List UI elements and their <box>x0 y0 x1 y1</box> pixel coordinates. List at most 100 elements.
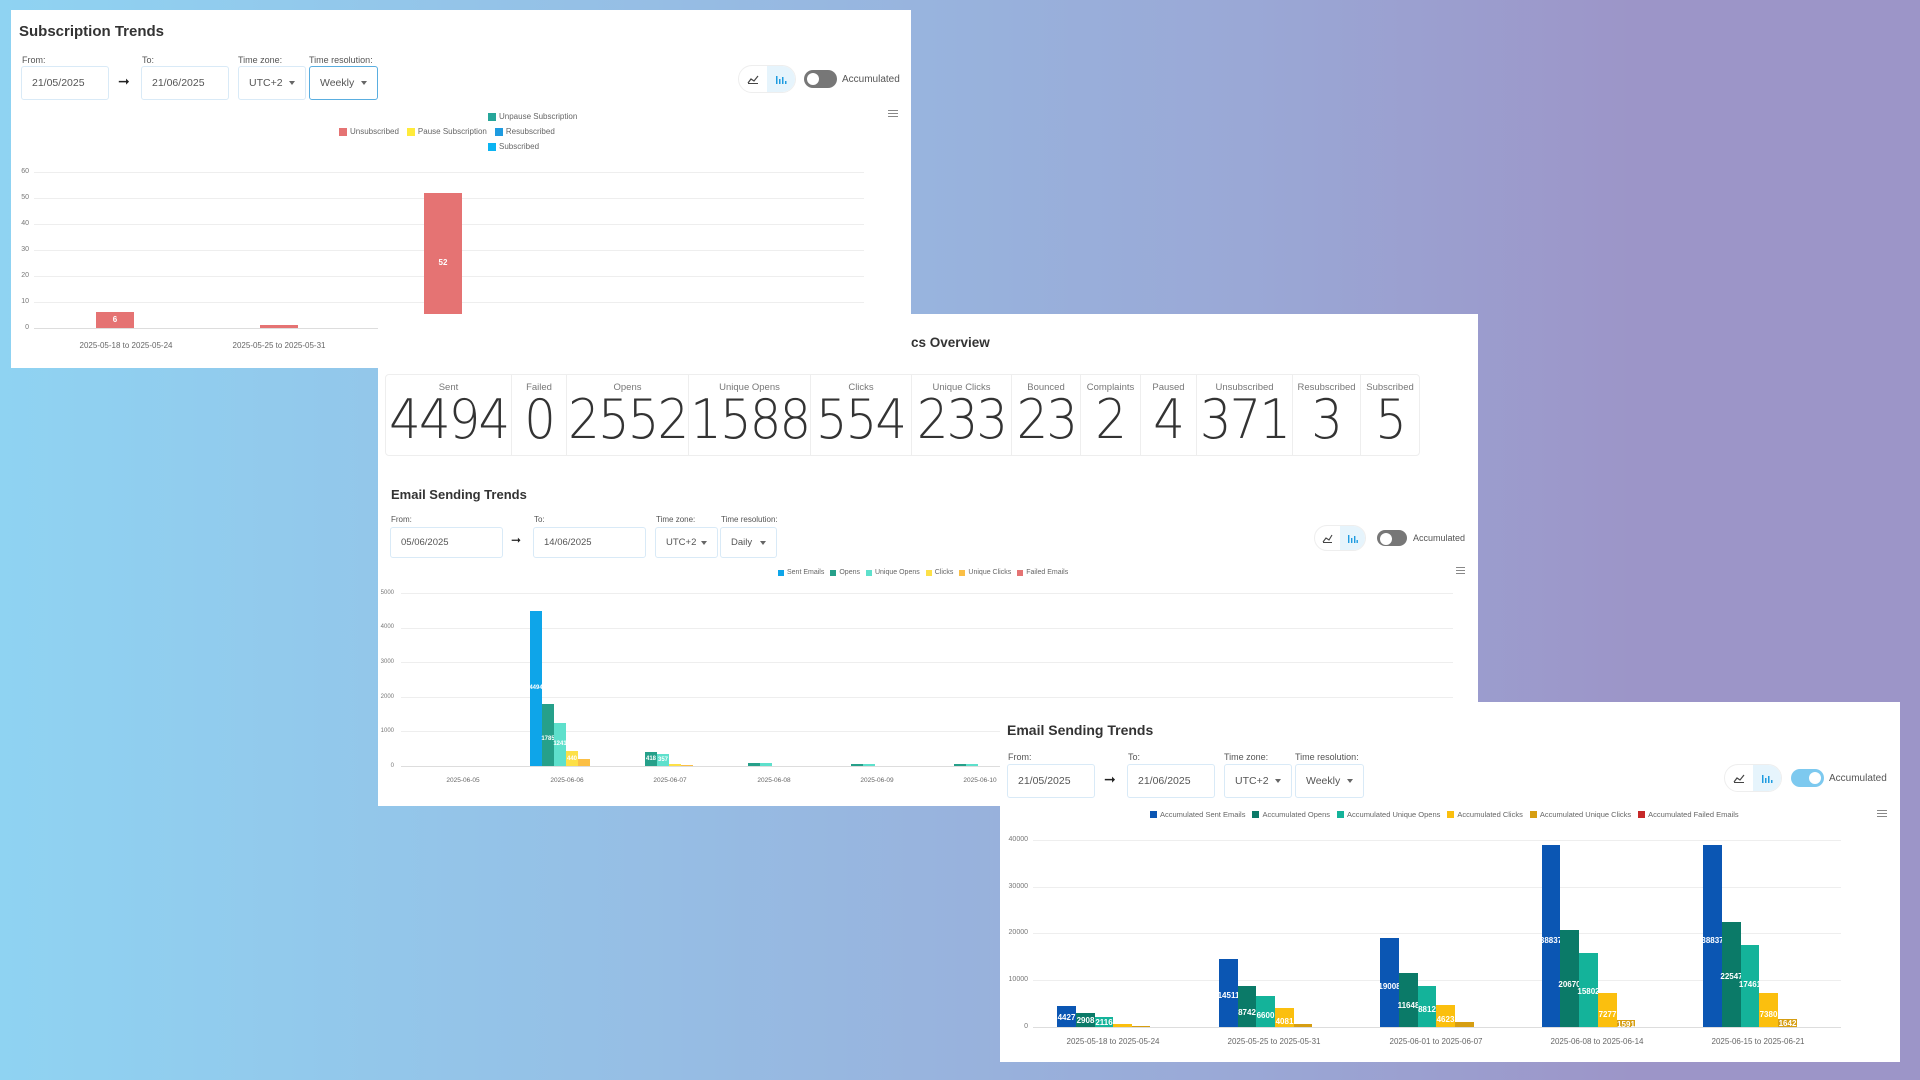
bar-acc-unique-clicks[interactable] <box>1132 1026 1150 1027</box>
legend-item[interactable]: Accumulated Sent Emails <box>1150 810 1245 819</box>
line-chart-button[interactable] <box>739 66 767 92</box>
bar-acc-unique-clicks[interactable] <box>1294 1024 1312 1027</box>
bar-acc-sent[interactable]: 38837 <box>1540 845 1562 1027</box>
stat-unique-opens: Unique Opens 1588 <box>689 375 811 455</box>
bar-acc-clicks[interactable]: 7380 <box>1759 993 1778 1027</box>
timezone-select[interactable]: UTC+2 <box>1224 764 1292 798</box>
bar-opens[interactable] <box>851 764 863 766</box>
line-chart-button[interactable] <box>1315 526 1340 550</box>
legend-item[interactable]: Unpause Subscription <box>488 112 577 121</box>
chart-menu-icon[interactable] <box>1456 567 1465 574</box>
accumulated-sending-bar-chart: 40000 30000 20000 10000 0 4427 2908 2116… <box>1000 835 1900 1055</box>
timezone-select[interactable]: UTC+2 <box>238 66 306 100</box>
legend-item[interactable]: Unique Opens <box>865 569 920 576</box>
bar-acc-unique-opens[interactable]: 2116 <box>1095 1017 1113 1027</box>
bar-unsubscribed[interactable]: 52 <box>424 193 462 328</box>
bar-unique-opens[interactable]: 1241 <box>553 723 567 766</box>
legend-item[interactable]: Sent Emails <box>778 569 824 576</box>
chevron-down-icon <box>289 81 295 85</box>
bar-unique-clicks[interactable] <box>681 765 693 766</box>
bar-acc-sent[interactable]: 4427 <box>1057 1006 1076 1027</box>
accumulated-toggle[interactable] <box>1377 530 1407 546</box>
from-date-input[interactable]: 21/05/2025 <box>21 66 109 100</box>
bar-acc-opens[interactable]: 20670 <box>1558 930 1581 1027</box>
bar-unsubscribed[interactable]: 6 <box>96 312 134 328</box>
stat-paused: Paused 4 <box>1141 375 1197 455</box>
daily-sending-bar-chart: 5000 4000 3000 2000 1000 0 4494 1785 124… <box>378 590 1478 800</box>
timezone-value: UTC+2 <box>249 77 283 89</box>
chart-legend: Sent Emails Opens Unique Opens Clicks Un… <box>778 569 1068 576</box>
legend-item[interactable]: Clicks <box>925 569 953 576</box>
bar-unique-opens[interactable] <box>966 764 978 766</box>
accumulated-toggle[interactable] <box>1791 769 1824 787</box>
bar-opens[interactable]: 418 <box>645 752 657 766</box>
legend-item[interactable]: Resubscribed <box>494 127 555 136</box>
timezone-select[interactable]: UTC+2 <box>655 527 718 558</box>
bar-acc-clicks[interactable]: 7277 <box>1598 993 1617 1027</box>
arrow-right-icon: ➞ <box>1104 771 1116 787</box>
to-label: To: <box>534 515 545 524</box>
legend-item[interactable]: Pause Subscription <box>406 127 487 136</box>
chart-type-toggle <box>1314 525 1366 551</box>
accumulated-toggle[interactable] <box>804 70 837 88</box>
legend-item[interactable]: Accumulated Unique Opens <box>1337 810 1440 819</box>
line-chart-button[interactable] <box>1725 765 1753 791</box>
bar-acc-unique-opens[interactable]: 17461 <box>1739 945 1761 1027</box>
bar-opens[interactable] <box>748 763 760 766</box>
chart-menu-icon[interactable] <box>888 110 898 117</box>
to-date-input[interactable]: 14/06/2025 <box>533 527 646 558</box>
bar-unique-opens[interactable] <box>863 764 875 766</box>
bar-acc-unique-clicks[interactable] <box>1455 1022 1474 1027</box>
from-date-input[interactable]: 21/05/2025 <box>1007 764 1095 798</box>
resolution-select[interactable]: Daily <box>720 527 777 558</box>
resolution-select[interactable]: Weekly <box>309 66 378 100</box>
bar-opens[interactable]: 1785 <box>541 704 555 766</box>
bar-acc-unique-opens[interactable]: 8812 <box>1418 986 1436 1027</box>
bar-sent[interactable]: 4494 <box>529 611 543 766</box>
legend-item[interactable]: Accumulated Opens <box>1252 810 1330 819</box>
chart-menu-icon[interactable] <box>1877 810 1887 817</box>
bar-acc-sent[interactable]: 19008 <box>1378 938 1401 1027</box>
bar-acc-opens[interactable]: 2908 <box>1076 1013 1095 1027</box>
bar-unsubscribed[interactable] <box>260 325 298 328</box>
bar-acc-opens[interactable]: 11648 <box>1398 973 1419 1027</box>
bar-acc-unique-opens[interactable]: 15802 <box>1577 953 1600 1027</box>
bar-acc-unique-opens[interactable]: 6600 <box>1256 996 1275 1027</box>
timezone-label: Time zone: <box>1224 752 1269 762</box>
bar-opens[interactable] <box>954 764 966 766</box>
bar-unique-opens[interactable] <box>760 763 772 766</box>
bar-unique-clicks[interactable] <box>578 759 590 766</box>
bar-acc-unique-clicks[interactable]: 1591 <box>1617 1020 1635 1029</box>
legend-item[interactable]: Accumulated Unique Clicks <box>1529 810 1631 819</box>
bar-acc-sent[interactable]: 38837 <box>1701 845 1724 1027</box>
bar-acc-clicks[interactable] <box>1113 1024 1132 1027</box>
to-date-input[interactable]: 21/06/2025 <box>141 66 229 100</box>
bar-chart-button[interactable] <box>1753 765 1781 791</box>
bar-clicks[interactable] <box>669 764 681 766</box>
to-date-input[interactable]: 21/06/2025 <box>1127 764 1215 798</box>
bar-acc-unique-clicks[interactable]: 1642 <box>1778 1019 1797 1028</box>
bar-chart-button[interactable] <box>767 66 795 92</box>
legend-item[interactable]: Accumulated Failed Emails <box>1638 810 1739 819</box>
resolution-select[interactable]: Weekly <box>1295 764 1364 798</box>
bar-acc-sent[interactable]: 14511 <box>1218 959 1239 1027</box>
bar-unique-opens[interactable]: 357 <box>657 754 669 766</box>
to-date-value: 14/06/2025 <box>544 537 592 548</box>
resolution-label: Time resolution: <box>721 515 778 524</box>
chart-legend: Accumulated Sent Emails Accumulated Open… <box>1150 810 1739 819</box>
legend-item[interactable]: Accumulated Clicks <box>1447 810 1523 819</box>
bar-acc-opens[interactable]: 8742 <box>1238 986 1256 1027</box>
bar-acc-clicks[interactable]: 4081 <box>1275 1008 1294 1027</box>
legend-item[interactable]: Unique Clicks <box>959 569 1011 576</box>
legend-item[interactable]: Subscribed <box>488 142 539 151</box>
from-date-input[interactable]: 05/06/2025 <box>390 527 503 558</box>
bar-clicks[interactable]: 440 <box>566 751 578 766</box>
legend-item[interactable]: Unsubscribed <box>339 127 399 136</box>
bar-acc-clicks[interactable]: 4623 <box>1436 1005 1455 1027</box>
bar-acc-opens[interactable]: 22547 <box>1720 922 1743 1027</box>
legend-item[interactable]: Opens <box>830 569 860 576</box>
stat-clicks: Clicks 554 <box>811 375 912 455</box>
legend-item[interactable]: Failed Emails <box>1017 569 1068 576</box>
bar-chart-button[interactable] <box>1340 526 1365 550</box>
stat-unique-clicks: Unique Clicks 233 <box>912 375 1012 455</box>
